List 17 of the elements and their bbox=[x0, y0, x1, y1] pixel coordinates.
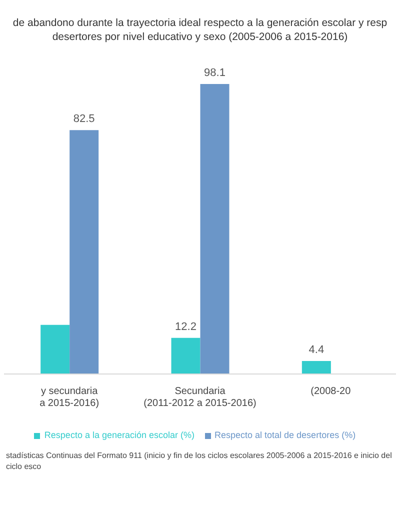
chart-title: de abandono durante la trayectoria ideal respecto a la generación escolar y resp bbox=[12, 16, 388, 30]
bar bbox=[171, 338, 200, 374]
legend-label: Respecto al total de desertores (%) bbox=[214, 430, 356, 440]
x-tick-label: Secundaria (2011-2012 a 2015-2016) bbox=[144, 386, 256, 409]
bar bbox=[302, 360, 331, 374]
data-label: 12.2 bbox=[175, 320, 196, 333]
bar bbox=[40, 324, 70, 374]
text: stadísticas Continuas del Formato 911 (inicio y fin de los ciclos escolares 2005-2006 a 2015-2016 e inicio del ciclo esco bbox=[6, 450, 393, 472]
bar bbox=[70, 130, 99, 374]
x-tick-label: (2008-20 bbox=[310, 386, 352, 397]
legend-label: Respecto a la generación escolar (%) bbox=[44, 430, 194, 440]
bar bbox=[200, 84, 230, 374]
x-tick-label: y secundaria a 2015-2016) bbox=[40, 386, 100, 409]
data-label: 98.1 bbox=[204, 67, 226, 79]
chart-subtitle: desertores por nivel educativo y sexo (2005-2006 a 2015-2016) bbox=[51, 30, 349, 44]
data-label: 4.4 bbox=[308, 344, 324, 356]
data-label: 82.5 bbox=[73, 113, 95, 126]
